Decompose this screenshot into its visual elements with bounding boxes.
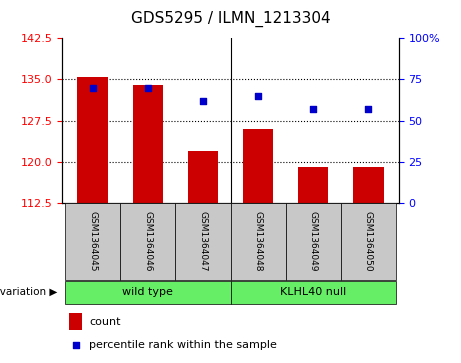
Bar xyxy=(69,313,83,330)
Bar xyxy=(77,77,108,203)
Point xyxy=(254,93,262,99)
Point xyxy=(144,85,151,90)
Text: GDS5295 / ILMN_1213304: GDS5295 / ILMN_1213304 xyxy=(130,11,331,27)
Bar xyxy=(243,129,273,203)
Bar xyxy=(65,203,120,280)
Bar xyxy=(230,203,286,280)
Text: GSM1364050: GSM1364050 xyxy=(364,211,373,272)
Bar xyxy=(175,203,230,280)
Bar xyxy=(120,203,175,280)
Bar xyxy=(353,167,384,203)
Point xyxy=(89,85,96,90)
Point xyxy=(199,98,207,104)
Text: genotype/variation ▶: genotype/variation ▶ xyxy=(0,287,58,297)
Text: GSM1364049: GSM1364049 xyxy=(309,211,318,272)
Text: GSM1364047: GSM1364047 xyxy=(198,211,207,272)
Bar xyxy=(341,203,396,280)
Bar xyxy=(298,167,328,203)
Text: GSM1364045: GSM1364045 xyxy=(88,211,97,272)
Point xyxy=(310,106,317,112)
Bar xyxy=(188,151,218,203)
Point xyxy=(365,106,372,112)
Point xyxy=(72,342,79,348)
Text: count: count xyxy=(89,317,121,327)
Text: GSM1364046: GSM1364046 xyxy=(143,211,152,272)
Bar xyxy=(230,281,396,303)
Bar xyxy=(133,85,163,203)
Text: KLHL40 null: KLHL40 null xyxy=(280,287,346,297)
Text: wild type: wild type xyxy=(122,287,173,297)
Bar xyxy=(286,203,341,280)
Bar xyxy=(65,281,230,303)
Text: percentile rank within the sample: percentile rank within the sample xyxy=(89,340,277,350)
Text: GSM1364048: GSM1364048 xyxy=(254,211,263,272)
